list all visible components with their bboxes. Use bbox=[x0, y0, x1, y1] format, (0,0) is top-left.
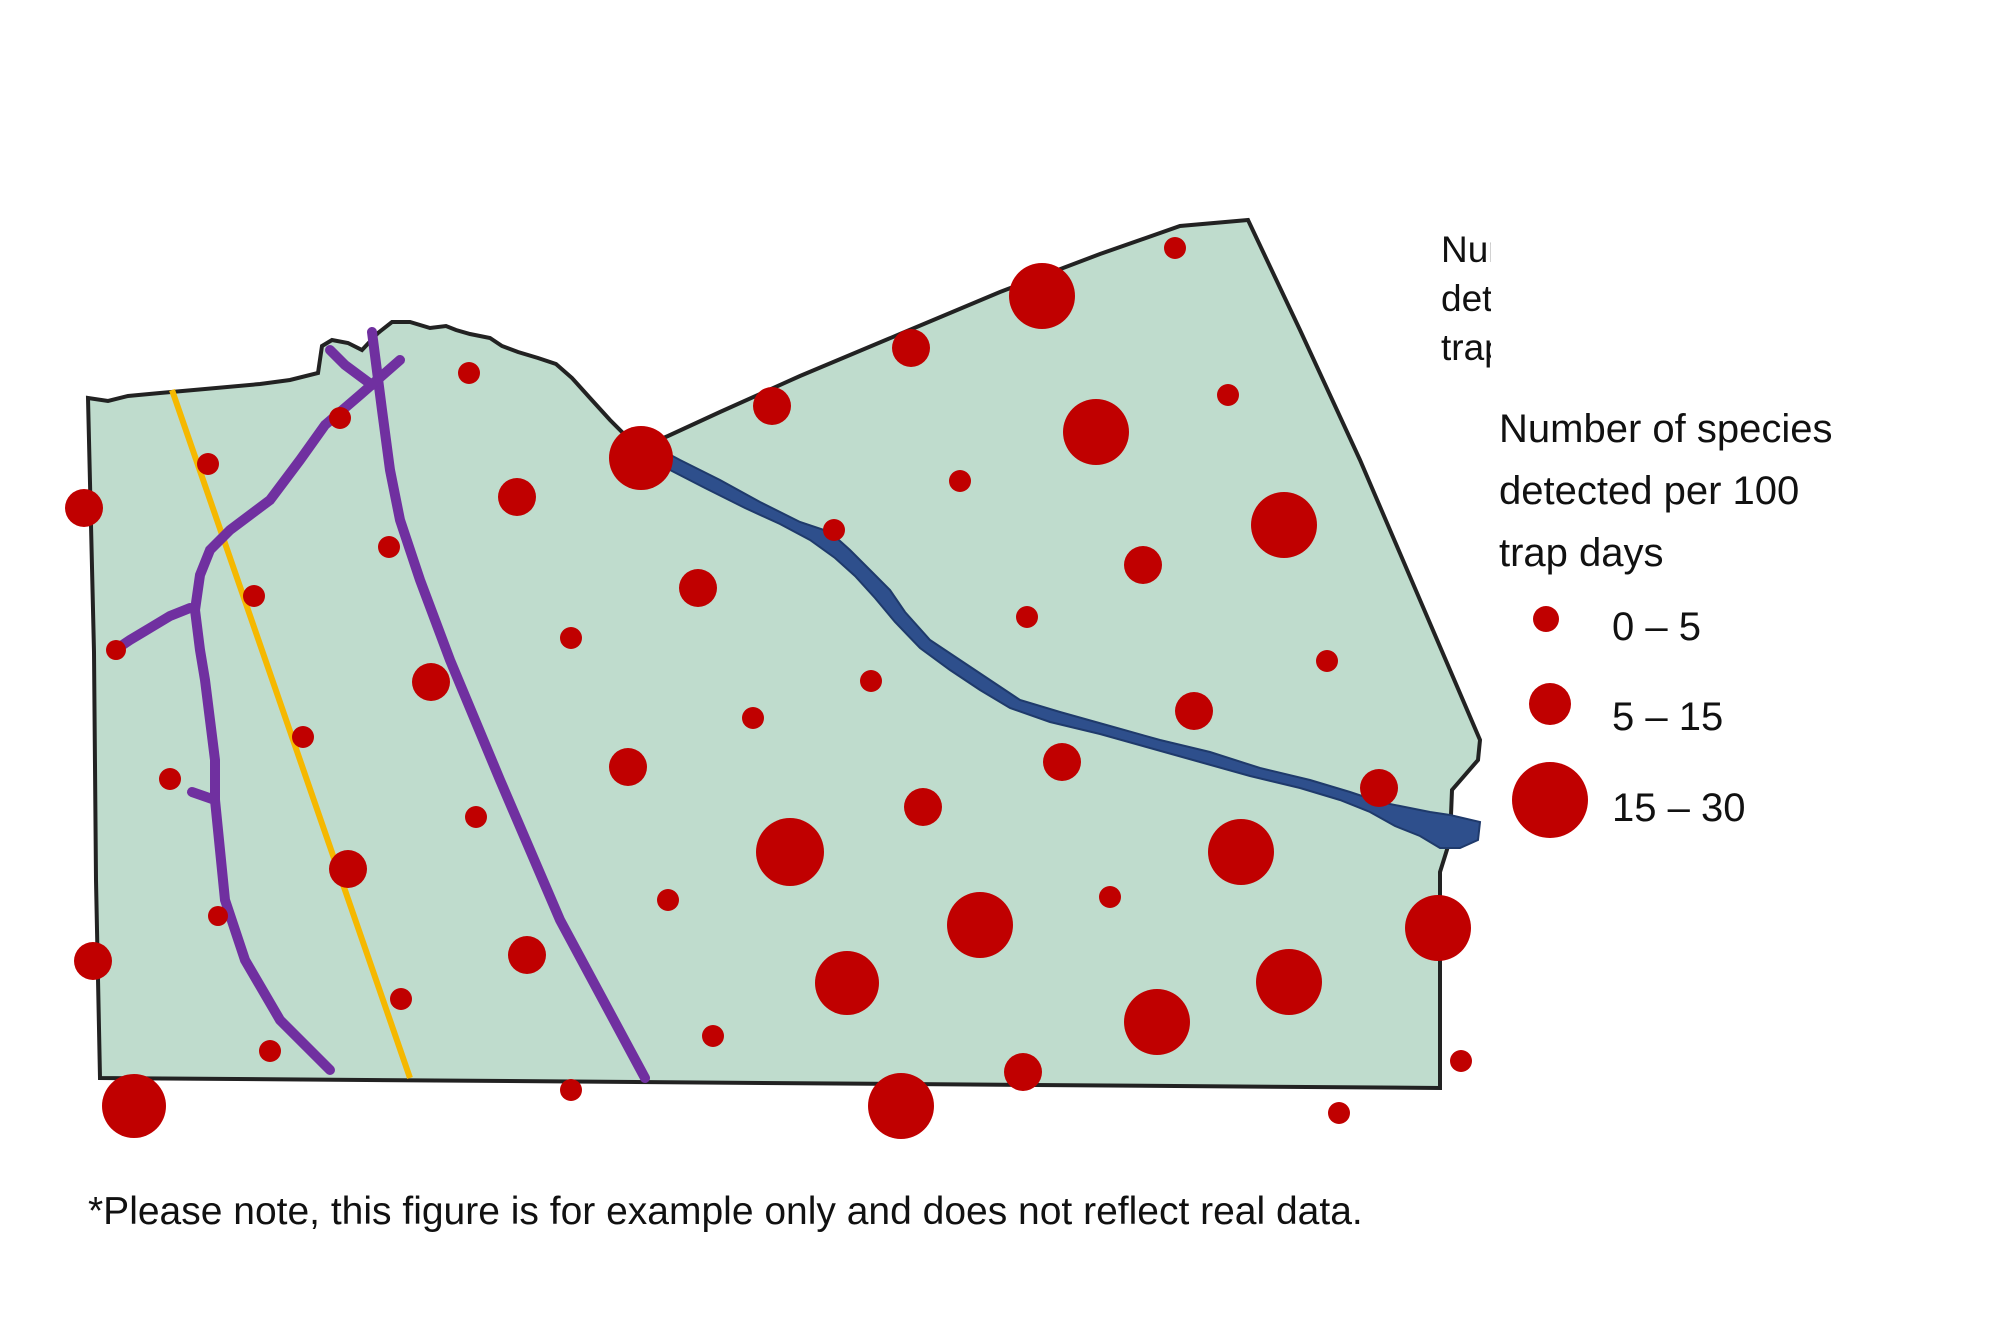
sample-dot bbox=[657, 889, 679, 911]
sample-dot bbox=[74, 942, 112, 980]
sample-dot bbox=[243, 585, 265, 607]
sample-dot bbox=[390, 988, 412, 1010]
sample-dot bbox=[560, 1079, 582, 1101]
legend-dot-large bbox=[1512, 762, 1588, 838]
sample-dot bbox=[412, 663, 450, 701]
legend-label-medium: 5 – 15 bbox=[1612, 695, 1724, 739]
legend-title: Number of species detected per 100 trap … bbox=[1499, 398, 1919, 584]
footnote: *Please note, this figure is for example… bbox=[88, 1190, 1363, 1233]
legend-dot-small bbox=[1533, 606, 1559, 632]
sample-dot bbox=[753, 387, 791, 425]
sample-dot bbox=[742, 707, 764, 729]
sample-dot bbox=[208, 906, 228, 926]
sample-dot bbox=[1124, 989, 1190, 1055]
sample-dot bbox=[609, 748, 647, 786]
sample-dot bbox=[1124, 546, 1162, 584]
sample-dot bbox=[892, 329, 930, 367]
sample-dot bbox=[609, 426, 673, 490]
sample-dot bbox=[1099, 886, 1121, 908]
sample-dot bbox=[756, 818, 824, 886]
sample-dot bbox=[702, 1025, 724, 1047]
sample-dot bbox=[1316, 650, 1338, 672]
sample-dot bbox=[1175, 692, 1213, 730]
road-purple-3 bbox=[325, 345, 377, 390]
sample-dot bbox=[823, 519, 845, 541]
clipped-legend-line: Number of species bbox=[1441, 229, 1491, 270]
sample-dot bbox=[1063, 399, 1129, 465]
sample-dot bbox=[947, 892, 1013, 958]
sample-dot bbox=[329, 850, 367, 888]
sample-dots bbox=[65, 237, 1472, 1139]
sample-dot bbox=[498, 478, 536, 516]
sample-dot bbox=[106, 640, 126, 660]
sample-dot bbox=[102, 1074, 166, 1138]
clipped-legend-title: Number of species detected per 100 trap … bbox=[1441, 225, 1491, 385]
clipped-legend-line: trap days bbox=[1441, 327, 1491, 368]
sample-dot bbox=[1217, 384, 1239, 406]
legend-title-line: detected per 100 bbox=[1499, 469, 1800, 513]
legend-title-line: trap days bbox=[1499, 531, 1664, 575]
road-purple-5 bbox=[187, 787, 220, 805]
river bbox=[649, 443, 1482, 849]
legend-title-line: Number of species bbox=[1499, 407, 1833, 451]
clipped-legend-line: detected per 100 bbox=[1441, 278, 1491, 319]
sample-dot bbox=[1208, 819, 1274, 885]
sample-dot bbox=[508, 936, 546, 974]
sample-dot bbox=[1360, 769, 1398, 807]
legend-label-small: 0 – 5 bbox=[1612, 605, 1701, 649]
sample-dot bbox=[904, 788, 942, 826]
sample-dot bbox=[1043, 743, 1081, 781]
legend-label-large: 15 – 30 bbox=[1612, 786, 1746, 830]
sample-dot bbox=[815, 951, 879, 1015]
legend-symbols bbox=[1512, 606, 1588, 838]
sample-dot bbox=[197, 453, 219, 475]
sample-dot bbox=[860, 670, 882, 692]
sample-dot bbox=[1328, 1102, 1350, 1124]
sample-dot bbox=[560, 627, 582, 649]
sample-dot bbox=[1164, 237, 1186, 259]
sample-dot bbox=[378, 536, 400, 558]
sample-dot bbox=[679, 569, 717, 607]
sample-dot bbox=[292, 726, 314, 748]
sample-dot bbox=[259, 1040, 281, 1062]
study-area-polygon bbox=[85, 217, 1483, 1091]
sample-dot bbox=[65, 489, 103, 527]
sample-dot bbox=[159, 768, 181, 790]
sample-dot bbox=[1251, 492, 1317, 558]
sample-dot bbox=[1405, 895, 1471, 961]
sample-dot bbox=[1016, 606, 1038, 628]
sample-dot bbox=[1256, 949, 1322, 1015]
road-purple-2 bbox=[189, 355, 405, 1075]
sample-dot bbox=[458, 362, 480, 384]
legend-dot-medium bbox=[1529, 683, 1571, 725]
sample-dot bbox=[465, 806, 487, 828]
sample-dot bbox=[949, 470, 971, 492]
road-purple-1 bbox=[367, 327, 650, 1083]
sample-dot bbox=[329, 407, 351, 429]
sample-dot bbox=[1450, 1050, 1472, 1072]
sample-dot bbox=[868, 1073, 934, 1139]
sample-dot bbox=[1004, 1053, 1042, 1091]
road-yellow bbox=[169, 389, 413, 1079]
sample-dot bbox=[1009, 263, 1075, 329]
